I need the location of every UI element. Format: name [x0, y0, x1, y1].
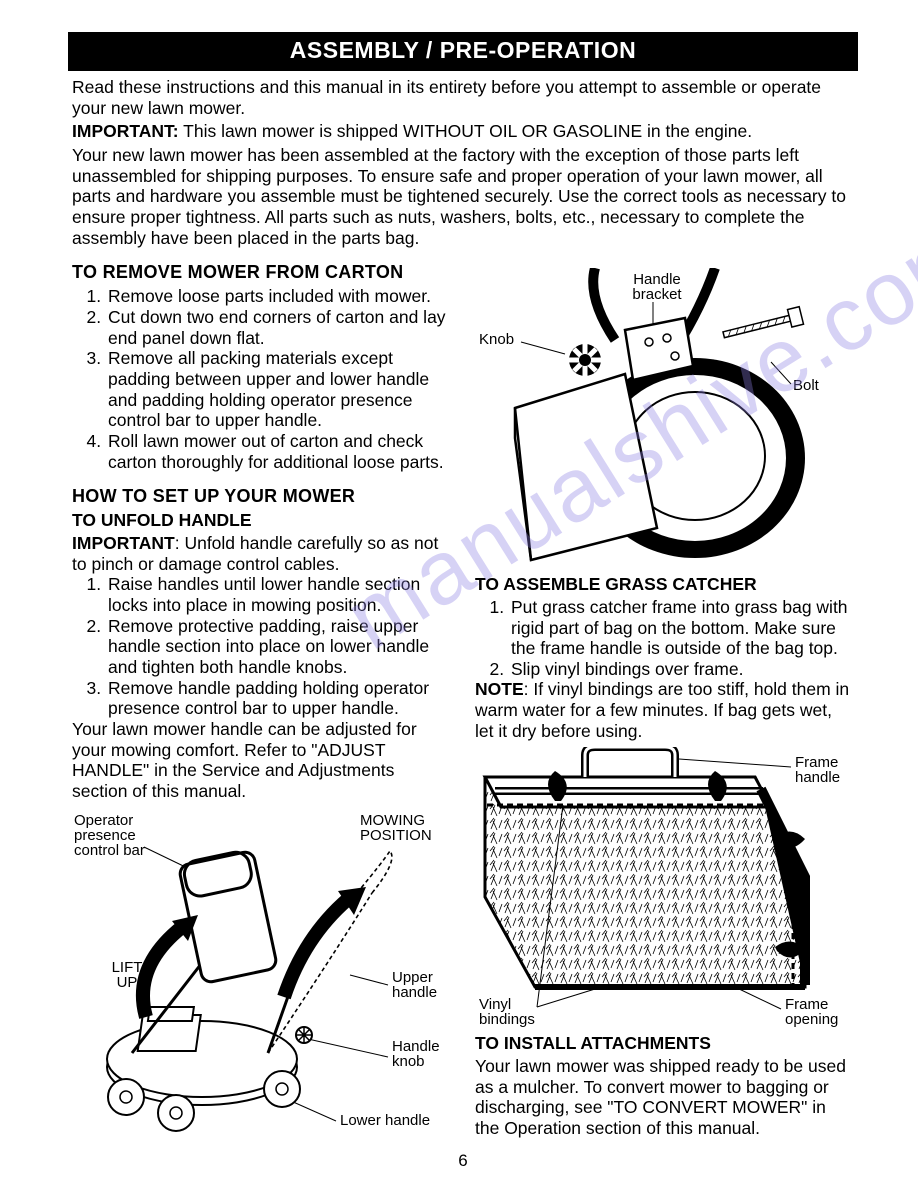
- intro-p2: IMPORTANT: This lawn mower is shipped WI…: [72, 121, 854, 142]
- unfold-list: Raise handles until lower handle section…: [72, 574, 451, 718]
- intro-p2-rest: This lawn mower is shipped WITHOUT OIL O…: [179, 121, 753, 141]
- unfold-handle-heading: TO UNFOLD HANDLE: [72, 510, 451, 531]
- fig-label-lower-handle: Lower handle: [340, 1112, 430, 1129]
- intro-p3: Your new lawn mower has been assembled a…: [72, 145, 854, 248]
- install-attachments-body: Your lawn mower was shipped ready to be …: [475, 1056, 854, 1139]
- list-item: Cut down two end corners of carton and l…: [106, 307, 451, 348]
- grass-catcher-heading: TO ASSEMBLE GRASS CATCHER: [475, 574, 854, 595]
- figure-mower-handle: Operatorpresencecontrol bar MOWINGPOSITI…: [72, 807, 442, 1137]
- fig-label-bolt: Bolt: [793, 377, 820, 394]
- intro-block: Read these instructions and this manual …: [72, 77, 854, 248]
- fig-label-frame-opening: Frameopening: [785, 996, 838, 1027]
- unfold-important: IMPORTANT: Unfold handle carefully so as…: [72, 533, 451, 574]
- fig-label-upper-handle: Upperhandle: [392, 969, 437, 1001]
- list-item: Remove all packing materials except padd…: [106, 348, 451, 431]
- intro-p1: Read these instructions and this manual …: [72, 77, 854, 118]
- page-number: 6: [72, 1151, 854, 1171]
- fig-label-mowing-position: MOWINGPOSITION: [360, 812, 432, 844]
- right-column: Handlebracket Knob Bolt: [475, 262, 854, 1143]
- remove-carton-list: Remove loose parts included with mower. …: [72, 286, 451, 472]
- list-item: Remove handle padding holding operator p…: [106, 678, 451, 719]
- figure-handle-bracket: Handlebracket Knob Bolt: [475, 268, 845, 568]
- remove-carton-heading: TO REMOVE MOWER FROM CARTON: [72, 262, 451, 283]
- list-item: Slip vinyl bindings over frame.: [509, 659, 854, 680]
- figure-grass-catcher: Framehandle Vinylbindings Frameopening: [475, 747, 845, 1027]
- list-item: Raise handles until lower handle section…: [106, 574, 451, 615]
- list-item: Put grass catcher frame into grass bag w…: [509, 597, 854, 659]
- grass-note-lead: NOTE: [475, 679, 524, 699]
- grass-note-rest: : If vinyl bindings are too stiff, hold …: [475, 679, 849, 740]
- unfold-important-lead: IMPORTANT: [72, 533, 175, 553]
- fig-label-vinyl-bindings: Vinylbindings: [479, 996, 535, 1027]
- intro-p2-lead: IMPORTANT:: [72, 121, 179, 141]
- grass-note: NOTE: If vinyl bindings are too stiff, h…: [475, 679, 854, 741]
- fig-label-op-presence: Operatorpresencecontrol bar: [74, 812, 145, 859]
- page-title: ASSEMBLY / PRE-OPERATION: [68, 32, 858, 71]
- grass-catcher-list: Put grass catcher frame into grass bag w…: [475, 597, 854, 680]
- list-item: Remove protective padding, raise upper h…: [106, 616, 451, 678]
- fig-label-handle-knob: Handleknob: [392, 1038, 440, 1070]
- list-item: Remove loose parts included with mower.: [106, 286, 451, 307]
- left-column: TO REMOVE MOWER FROM CARTON Remove loose…: [72, 262, 451, 1143]
- fig-label-frame-handle: Framehandle: [795, 754, 840, 786]
- fig-label-knob: Knob: [479, 331, 514, 348]
- fig-label-handle-bracket: Handlebracket: [632, 271, 682, 303]
- list-item: Roll lawn mower out of carton and check …: [106, 431, 451, 472]
- setup-heading: HOW TO SET UP YOUR MOWER: [72, 486, 451, 507]
- install-attachments-heading: TO INSTALL ATTACHMENTS: [475, 1033, 854, 1054]
- unfold-after-text: Your lawn mower handle can be adjusted f…: [72, 719, 451, 802]
